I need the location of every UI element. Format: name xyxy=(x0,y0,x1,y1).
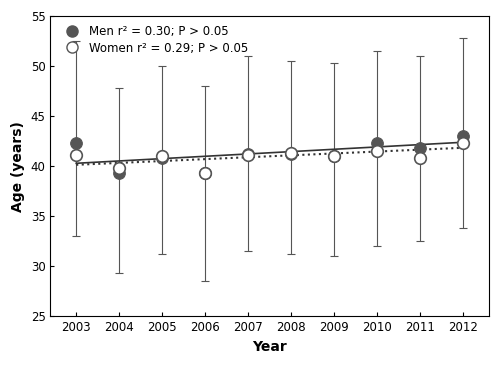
Point xyxy=(459,141,467,146)
Point xyxy=(115,165,123,171)
Point xyxy=(201,170,209,176)
Point xyxy=(158,155,166,161)
Point xyxy=(416,155,424,161)
Point xyxy=(244,152,252,158)
Point xyxy=(373,141,381,146)
Point xyxy=(244,151,252,157)
Point xyxy=(158,153,166,159)
Y-axis label: Age (years): Age (years) xyxy=(11,121,25,212)
Point xyxy=(72,141,80,146)
Point xyxy=(115,170,123,176)
Legend: Men r² = 0.30; P > 0.05, Women r² = 0.29; P > 0.05: Men r² = 0.30; P > 0.05, Women r² = 0.29… xyxy=(60,25,248,54)
X-axis label: Year: Year xyxy=(252,340,287,354)
Point xyxy=(416,145,424,151)
Point xyxy=(373,148,381,154)
Point xyxy=(459,133,467,139)
Point xyxy=(287,150,295,156)
Point xyxy=(287,151,295,157)
Point xyxy=(330,153,338,159)
Point xyxy=(201,170,209,176)
Point xyxy=(72,152,80,158)
Point xyxy=(330,153,338,159)
